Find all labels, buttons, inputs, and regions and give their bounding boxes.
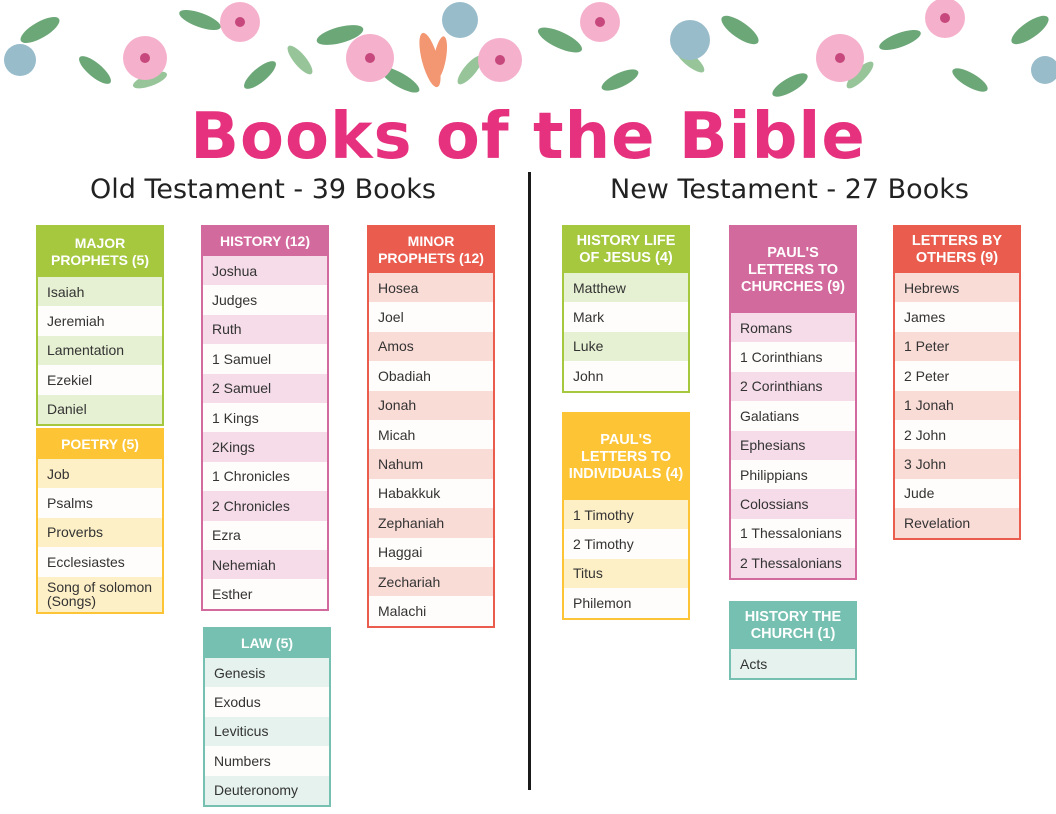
book-item: 2Kings <box>203 432 327 462</box>
book-item: John <box>564 361 688 391</box>
major-prophets-header: MAJOR PROPHETS (5) <box>38 227 162 277</box>
book-item: Numbers <box>205 746 329 776</box>
book-item: James <box>895 302 1019 332</box>
book-item: 1 Kings <box>203 402 327 433</box>
book-item: Proverbs <box>38 517 162 548</box>
book-item: Esther <box>203 579 327 609</box>
book-item: Lamentation <box>38 335 162 366</box>
book-item: Philippians <box>731 459 855 490</box>
book-item: 1 Jonah <box>895 390 1019 420</box>
history-box: HISTORY (12) Joshua Judges Ruth 1 Samuel 2 Sa… <box>201 225 329 611</box>
testament-divider <box>528 172 531 790</box>
book-item: Zechariah <box>369 566 493 597</box>
book-item: Isaiah <box>38 277 162 307</box>
book-item: 1 Thessalonians <box>731 518 855 549</box>
letters-by-others-header: LETTERS BY OTHERS (9) <box>895 227 1019 273</box>
minor-prophets-box: MINOR PROPHETS (12) Hosea Joel Amos Obadiah J… <box>367 225 495 628</box>
poetry-box: POETRY (5) Job Psalms Proverbs Ecclesiastes S… <box>36 428 164 614</box>
book-item: Leviticus <box>205 716 329 747</box>
book-item: Mark <box>564 302 688 332</box>
book-item: Ezekiel <box>38 365 162 395</box>
book-item: Zephaniah <box>369 508 493 538</box>
major-prophets-box: MAJOR PROPHETS (5) Isaiah Jeremiah Lamentat… <box>36 225 164 426</box>
book-item: Joshua <box>203 256 327 286</box>
book-item: 2 Chronicles <box>203 491 327 521</box>
book-item: Colossians <box>731 489 855 519</box>
letters-by-others-box: LETTERS BY OTHERS (9) Hebrews James 1 Peter… <box>893 225 1021 540</box>
book-item: 2 Thessalonians <box>731 548 855 578</box>
history-the-church-box: HISTORY THE CHURCH (1) Acts <box>729 601 857 681</box>
old-testament-heading: Old Testament - 39 Books <box>90 174 436 205</box>
book-item: Malachi <box>369 596 493 626</box>
pauls-letters-to-individuals-header: PAUL'S LETTERS TO INDIVIDUALS (4) <box>564 414 688 500</box>
book-item: 1 Timothy <box>564 500 688 530</box>
pauls-letters-to-churches-header: PAUL'S LETTERS TO CHURCHES (9) <box>731 227 855 313</box>
book-item: Titus <box>564 558 688 589</box>
book-item: 3 John <box>895 449 1019 479</box>
book-item: Exodus <box>205 687 329 717</box>
book-item: Galatians <box>731 401 855 431</box>
page-title: Books of the Bible <box>190 100 866 174</box>
book-item: Genesis <box>205 658 329 688</box>
book-item: Joel <box>369 302 493 332</box>
book-item: Hebrews <box>895 273 1019 303</box>
book-item: 2 Samuel <box>203 373 327 403</box>
book-item: Micah <box>369 419 493 450</box>
book-item: 2 Peter <box>895 361 1019 391</box>
book-item: Obadiah <box>369 361 493 391</box>
book-item: Job <box>38 459 162 489</box>
history-life-of-jesus-box: HISTORY LIFE OF JESUS (4) Matthew Mark Luke… <box>562 225 690 393</box>
book-item: Matthew <box>564 273 688 303</box>
book-item: 1 Peter <box>895 331 1019 362</box>
book-item: Ruth <box>203 314 327 345</box>
pauls-letters-to-individuals-box: PAUL'S LETTERS TO INDIVIDUALS (4) 1 Timot… <box>562 412 690 620</box>
book-item: Judges <box>203 285 327 315</box>
book-item: 1 Chronicles <box>203 461 327 492</box>
book-item: Hosea <box>369 273 493 303</box>
history-the-church-header: HISTORY THE CHURCH (1) <box>731 603 855 649</box>
book-item: 2 Corinthians <box>731 371 855 402</box>
book-item: Ephesians <box>731 430 855 460</box>
book-item: 2 John <box>895 419 1019 450</box>
book-item: Psalms <box>38 488 162 518</box>
book-item: Daniel <box>38 394 162 424</box>
book-item: Ezra <box>203 520 327 550</box>
book-item: Jonah <box>369 390 493 420</box>
history-life-of-jesus-header: HISTORY LIFE OF JESUS (4) <box>564 227 688 273</box>
law-box: LAW (5) Genesis Exodus Leviticus Numbers Deut… <box>203 627 331 807</box>
book-item: Jeremiah <box>38 306 162 336</box>
book-item: Jude <box>895 478 1019 509</box>
poetry-header: POETRY (5) <box>38 430 162 459</box>
book-item: Amos <box>369 331 493 362</box>
floral-border-decoration <box>4 0 1056 97</box>
pauls-letters-to-churches-box: PAUL'S LETTERS TO CHURCHES (9) Romans 1 Co… <box>729 225 857 580</box>
book-item: Nehemiah <box>203 549 327 580</box>
book-item: Romans <box>731 313 855 343</box>
book-item: 1 Corinthians <box>731 342 855 372</box>
book-item: Habakkuk <box>369 478 493 509</box>
law-header: LAW (5) <box>205 629 329 658</box>
book-item: Philemon <box>564 588 688 618</box>
book-item: Revelation <box>895 508 1019 538</box>
book-item: Deuteronomy <box>205 775 329 805</box>
new-testament-heading: New Testament - 27 Books <box>610 174 969 205</box>
book-item: Haggai <box>369 537 493 567</box>
minor-prophets-header: MINOR PROPHETS (12) <box>369 227 493 273</box>
book-item: Song of solomon (Songs) <box>38 576 162 612</box>
history-header: HISTORY (12) <box>203 227 327 256</box>
book-item: Ecclesiastes <box>38 547 162 577</box>
book-item: 1 Samuel <box>203 344 327 374</box>
book-item: Acts <box>731 649 855 679</box>
book-item: Luke <box>564 331 688 362</box>
book-item: 2 Timothy <box>564 529 688 559</box>
book-item: Nahum <box>369 449 493 479</box>
